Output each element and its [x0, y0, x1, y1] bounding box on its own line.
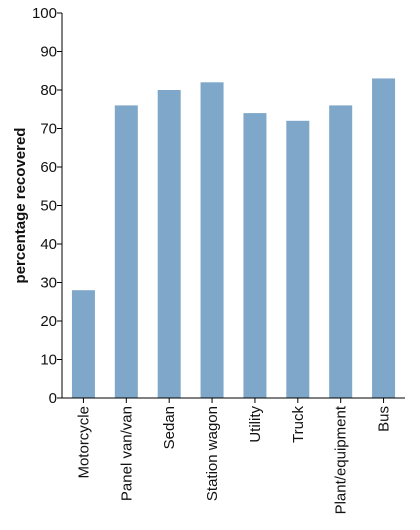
y-tick-label: 50: [40, 198, 57, 215]
x-category-label: Sedan: [161, 406, 178, 449]
bars-group: [71, 78, 396, 399]
y-axis-title: percentage recovered: [12, 128, 29, 284]
bar-sedan: [157, 90, 181, 398]
y-tick-label: 60: [40, 159, 57, 176]
x-category-label: Bus: [376, 406, 393, 432]
y-tick-label: 20: [40, 313, 57, 330]
bar-plant-equipment: [329, 105, 353, 399]
y-tick-label: 90: [40, 44, 57, 61]
x-category-label: Station wagon: [204, 406, 221, 501]
bar-bus: [372, 78, 396, 398]
bar-motorcycle: [71, 290, 95, 398]
x-labels-group: Motorcycle Panel van/van Sedan Station wago…: [75, 398, 393, 514]
y-tick-label: 100: [32, 5, 57, 22]
y-ticks-group: 0 10 20 30 40 50 60 70 80 90 100: [32, 5, 62, 407]
y-tick-label: 30: [40, 275, 57, 292]
x-category-label: Utility: [247, 406, 264, 443]
y-tick-label: 0: [49, 390, 57, 407]
x-category-label: Panel van/van: [118, 406, 135, 501]
y-tick-label: 70: [40, 121, 57, 138]
y-tick-label: 10: [40, 352, 57, 369]
y-tick-label: 80: [40, 82, 57, 99]
x-category-label: Motorcycle: [75, 406, 92, 479]
bar-utility: [243, 113, 267, 398]
x-category-label: Plant/equipment: [333, 405, 350, 514]
y-tick-label: 40: [40, 236, 57, 253]
bar-station-wagon: [200, 82, 224, 399]
x-category-label: Truck: [290, 406, 307, 443]
bar-truck: [286, 120, 310, 399]
bar-panel-van-van: [114, 105, 138, 399]
